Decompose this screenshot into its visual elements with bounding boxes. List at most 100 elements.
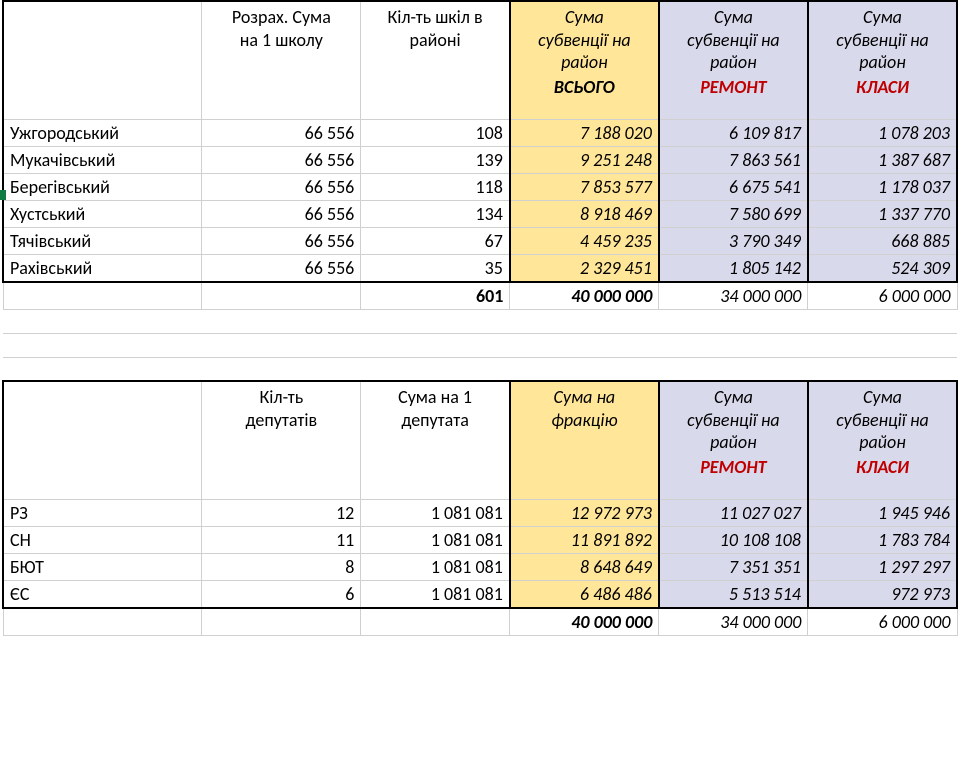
row-name[interactable]: Рахівський bbox=[3, 254, 202, 282]
row-klasy[interactable]: 1 297 297 bbox=[808, 553, 957, 580]
row-school-count[interactable]: 118 bbox=[361, 173, 510, 200]
table-districts: Розрах. Сума на 1 школу Кіл-ть шкіл в ра… bbox=[2, 0, 958, 636]
row-klasy[interactable]: 1 783 784 bbox=[808, 526, 957, 553]
row-per-school[interactable]: 66 556 bbox=[202, 173, 361, 200]
row-klasy[interactable]: 1 078 203 bbox=[808, 119, 957, 146]
row-total[interactable]: 8 918 469 bbox=[510, 200, 659, 227]
row-total[interactable]: 9 251 248 bbox=[510, 146, 659, 173]
header-per-school[interactable]: Розрах. Сума на 1 школу bbox=[202, 1, 361, 119]
row-name[interactable]: Берегівський bbox=[3, 173, 202, 200]
row-deputies[interactable]: 12 bbox=[202, 499, 361, 526]
total2-blank2[interactable] bbox=[202, 608, 361, 636]
row-deputies[interactable]: 6 bbox=[202, 580, 361, 608]
row-remont[interactable]: 7 351 351 bbox=[659, 553, 808, 580]
row-deputies[interactable]: 8 bbox=[202, 553, 361, 580]
row-per-deputy[interactable]: 1 081 081 bbox=[361, 553, 510, 580]
table-row: БЮТ81 081 0818 648 6497 351 3511 297 297 bbox=[3, 553, 957, 580]
header-klasy[interactable]: Сума субвенції на район КЛАСИ bbox=[808, 1, 957, 119]
row-total[interactable]: 7 188 020 bbox=[510, 119, 659, 146]
table-row: СН111 081 08111 891 89210 108 1081 783 7… bbox=[3, 526, 957, 553]
row-klasy[interactable]: 1 178 037 bbox=[808, 173, 957, 200]
total2-klasy[interactable]: 6 000 000 bbox=[808, 608, 957, 636]
total-klasy[interactable]: 6 000 000 bbox=[808, 282, 957, 310]
total-sum[interactable]: 40 000 000 bbox=[510, 282, 659, 310]
spacer-cell[interactable] bbox=[3, 309, 957, 333]
row-klasy[interactable]: 524 309 bbox=[808, 254, 957, 282]
row-name[interactable]: Хустський bbox=[3, 200, 202, 227]
spacer-cell[interactable] bbox=[3, 333, 957, 357]
row-school-count[interactable]: 67 bbox=[361, 227, 510, 254]
row-per-school[interactable]: 66 556 bbox=[202, 254, 361, 282]
row-remont[interactable]: 3 790 349 bbox=[659, 227, 808, 254]
row-klasy[interactable]: 972 973 bbox=[808, 580, 957, 608]
total2-remont[interactable]: 34 000 000 bbox=[659, 608, 808, 636]
row-remont[interactable]: 6 109 817 bbox=[659, 119, 808, 146]
total-count[interactable]: 601 bbox=[361, 282, 510, 310]
table-row: РЗ121 081 08112 972 97311 027 0271 945 9… bbox=[3, 499, 957, 526]
header2-fraction[interactable]: Сума на фракцію bbox=[510, 381, 659, 499]
row-total[interactable]: 2 329 451 bbox=[510, 254, 659, 282]
row-name[interactable]: БЮТ bbox=[3, 553, 202, 580]
row-name[interactable]: ЄС bbox=[3, 580, 202, 608]
row-per-school[interactable]: 66 556 bbox=[202, 227, 361, 254]
row-name[interactable]: Ужгородський bbox=[3, 119, 202, 146]
header-remont[interactable]: Сума субвенції на район РЕМОНТ bbox=[659, 1, 808, 119]
row-fraction[interactable]: 6 486 486 bbox=[510, 580, 659, 608]
header2-klasy-emph: КЛАСИ bbox=[815, 456, 950, 479]
header-klasy-emph: КЛАСИ bbox=[815, 76, 950, 99]
header-blank[interactable] bbox=[3, 1, 202, 119]
row-klasy[interactable]: 1 945 946 bbox=[808, 499, 957, 526]
row-name[interactable]: СН bbox=[3, 526, 202, 553]
row-per-deputy[interactable]: 1 081 081 bbox=[361, 499, 510, 526]
row-name[interactable]: РЗ bbox=[3, 499, 202, 526]
row-remont[interactable]: 7 580 699 bbox=[659, 200, 808, 227]
active-cell-marker bbox=[0, 190, 6, 200]
row-klasy[interactable]: 1 337 770 bbox=[808, 200, 957, 227]
row-per-school[interactable]: 66 556 bbox=[202, 119, 361, 146]
table-row: Рахівський66 556352 329 4511 805 142524 … bbox=[3, 254, 957, 282]
row-per-school[interactable]: 66 556 bbox=[202, 146, 361, 173]
row-remont[interactable]: 5 513 514 bbox=[659, 580, 808, 608]
header-school-count[interactable]: Кіл-ть шкіл в районі bbox=[361, 1, 510, 119]
row-total[interactable]: 7 853 577 bbox=[510, 173, 659, 200]
row-deputies[interactable]: 11 bbox=[202, 526, 361, 553]
row-name[interactable]: Мукачівський bbox=[3, 146, 202, 173]
spacer-cell[interactable] bbox=[3, 357, 957, 381]
row-remont[interactable]: 6 675 541 bbox=[659, 173, 808, 200]
header2-remont[interactable]: Сума субвенції на район РЕМОНТ bbox=[659, 381, 808, 499]
total-blank2[interactable] bbox=[202, 282, 361, 310]
table-row: Тячівський66 556674 459 2353 790 349668 … bbox=[3, 227, 957, 254]
total-remont[interactable]: 34 000 000 bbox=[659, 282, 808, 310]
row-remont[interactable]: 11 027 027 bbox=[659, 499, 808, 526]
row-per-deputy[interactable]: 1 081 081 bbox=[361, 526, 510, 553]
header2-per-deputy[interactable]: Сума на 1 депутата bbox=[361, 381, 510, 499]
row-remont[interactable]: 10 108 108 bbox=[659, 526, 808, 553]
row-remont[interactable]: 1 805 142 bbox=[659, 254, 808, 282]
row-fraction[interactable]: 12 972 973 bbox=[510, 499, 659, 526]
header-remont-emph: РЕМОНТ bbox=[666, 76, 801, 99]
row-remont[interactable]: 7 863 561 bbox=[659, 146, 808, 173]
row-name[interactable]: Тячівський bbox=[3, 227, 202, 254]
row-per-school[interactable]: 66 556 bbox=[202, 200, 361, 227]
row-klasy[interactable]: 1 387 687 bbox=[808, 146, 957, 173]
header-klasy-pre: Сума субвенції на район bbox=[836, 6, 929, 73]
total2-blank1[interactable] bbox=[3, 608, 202, 636]
header-total[interactable]: Сума субвенції на район ВСЬОГО bbox=[510, 1, 659, 119]
row-fraction[interactable]: 11 891 892 bbox=[510, 526, 659, 553]
header2-fraction-pre: Сума на фракцію bbox=[551, 386, 617, 431]
header2-deputies[interactable]: Кіл-ть депутатів bbox=[202, 381, 361, 499]
header2-klasy[interactable]: Сума субвенції на район КЛАСИ bbox=[808, 381, 957, 499]
row-klasy[interactable]: 668 885 bbox=[808, 227, 957, 254]
row-per-deputy[interactable]: 1 081 081 bbox=[361, 580, 510, 608]
header2-blank[interactable] bbox=[3, 381, 202, 499]
row-school-count[interactable]: 139 bbox=[361, 146, 510, 173]
header-remont-pre: Сума субвенції на район bbox=[687, 6, 780, 73]
row-fraction[interactable]: 8 648 649 bbox=[510, 553, 659, 580]
row-school-count[interactable]: 134 bbox=[361, 200, 510, 227]
row-school-count[interactable]: 35 bbox=[361, 254, 510, 282]
row-school-count[interactable]: 108 bbox=[361, 119, 510, 146]
total-blank1[interactable] bbox=[3, 282, 202, 310]
row-total[interactable]: 4 459 235 bbox=[510, 227, 659, 254]
total2-blank3[interactable] bbox=[361, 608, 510, 636]
total2-sum[interactable]: 40 000 000 bbox=[510, 608, 659, 636]
